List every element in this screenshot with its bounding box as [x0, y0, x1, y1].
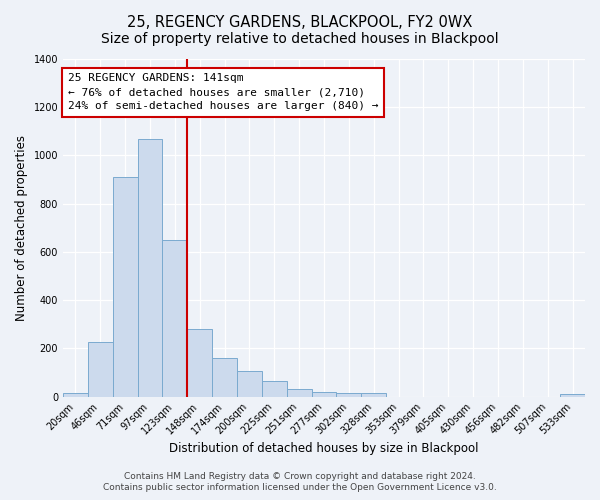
Bar	[88, 342, 113, 396]
Bar	[163, 240, 187, 396]
Bar	[113, 177, 137, 396]
Bar	[63, 393, 88, 396]
Text: Contains HM Land Registry data © Crown copyright and database right 2024.
Contai: Contains HM Land Registry data © Crown c…	[103, 472, 497, 492]
Bar	[287, 390, 311, 396]
Y-axis label: Number of detached properties: Number of detached properties	[15, 135, 28, 321]
Bar	[212, 358, 237, 397]
Bar	[361, 393, 386, 396]
Text: Size of property relative to detached houses in Blackpool: Size of property relative to detached ho…	[101, 32, 499, 46]
Bar	[560, 394, 585, 396]
Bar	[311, 392, 337, 396]
Bar	[187, 329, 212, 396]
Bar	[237, 372, 262, 396]
Bar	[137, 138, 163, 396]
Text: 25, REGENCY GARDENS, BLACKPOOL, FY2 0WX: 25, REGENCY GARDENS, BLACKPOOL, FY2 0WX	[127, 15, 473, 30]
Bar	[262, 381, 287, 396]
Text: 25 REGENCY GARDENS: 141sqm
← 76% of detached houses are smaller (2,710)
24% of s: 25 REGENCY GARDENS: 141sqm ← 76% of deta…	[68, 74, 379, 112]
X-axis label: Distribution of detached houses by size in Blackpool: Distribution of detached houses by size …	[169, 442, 479, 455]
Bar	[337, 393, 361, 396]
